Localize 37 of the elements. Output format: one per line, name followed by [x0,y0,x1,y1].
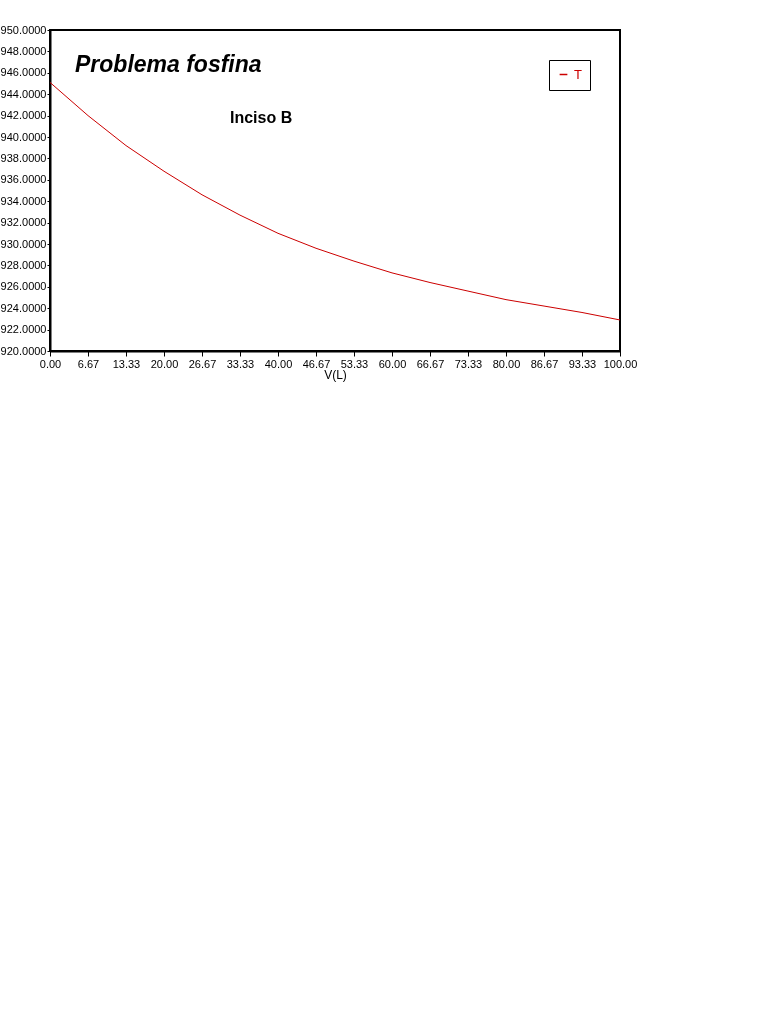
x-tick-label: 6.67 [77,357,100,370]
y-tick-label: 938.0000 [0,151,47,164]
y-tick-label: 946.0000 [0,66,47,79]
x-tick-label: 73.33 [454,357,483,370]
x-tick-label: 33.33 [226,357,255,370]
y-tick-label: 942.0000 [0,109,47,122]
x-tick-label: 60.00 [378,357,407,370]
y-tick-label: 944.0000 [0,87,47,100]
y-tick-label: 948.0000 [0,44,47,57]
y-tick-label: 920.0000 [0,344,47,357]
x-tick-label: 40.00 [264,357,293,370]
y-tick-label: 934.0000 [0,194,47,207]
y-tick-label: 926.0000 [0,280,47,293]
y-tick-label: 932.0000 [0,216,47,229]
y-tick-label: 930.0000 [0,237,47,250]
x-tick-label: 13.33 [112,357,141,370]
x-tick-label: 66.67 [416,357,445,370]
x-tick-label: 80.00 [492,357,521,370]
x-tick-label: 20.00 [150,357,179,370]
y-tick-label: 922.0000 [0,323,47,336]
y-tick-label: 924.0000 [0,301,47,314]
y-tick-label: 940.0000 [0,130,47,143]
legend-label: T [574,66,582,82]
line-series [49,81,621,321]
y-tick-label: 936.0000 [0,173,47,186]
x-tick-label: 93.33 [568,357,597,370]
text: Problema fosfina [75,51,262,77]
x-axis-title: V(L) [324,367,347,382]
text: Inciso B [230,109,293,126]
y-tick-label: 928.0000 [0,258,47,271]
x-tick-label: 46.67 [302,357,331,370]
x-tick-label: 26.67 [188,357,217,370]
x-tick-label: 86.67 [530,357,559,370]
x-tick-label: 53.33 [340,357,369,370]
y-tick-label: 950.0000 [0,23,47,36]
x-tick-label: 100.00 [603,357,638,370]
x-tick-label: 0.00 [39,357,62,370]
